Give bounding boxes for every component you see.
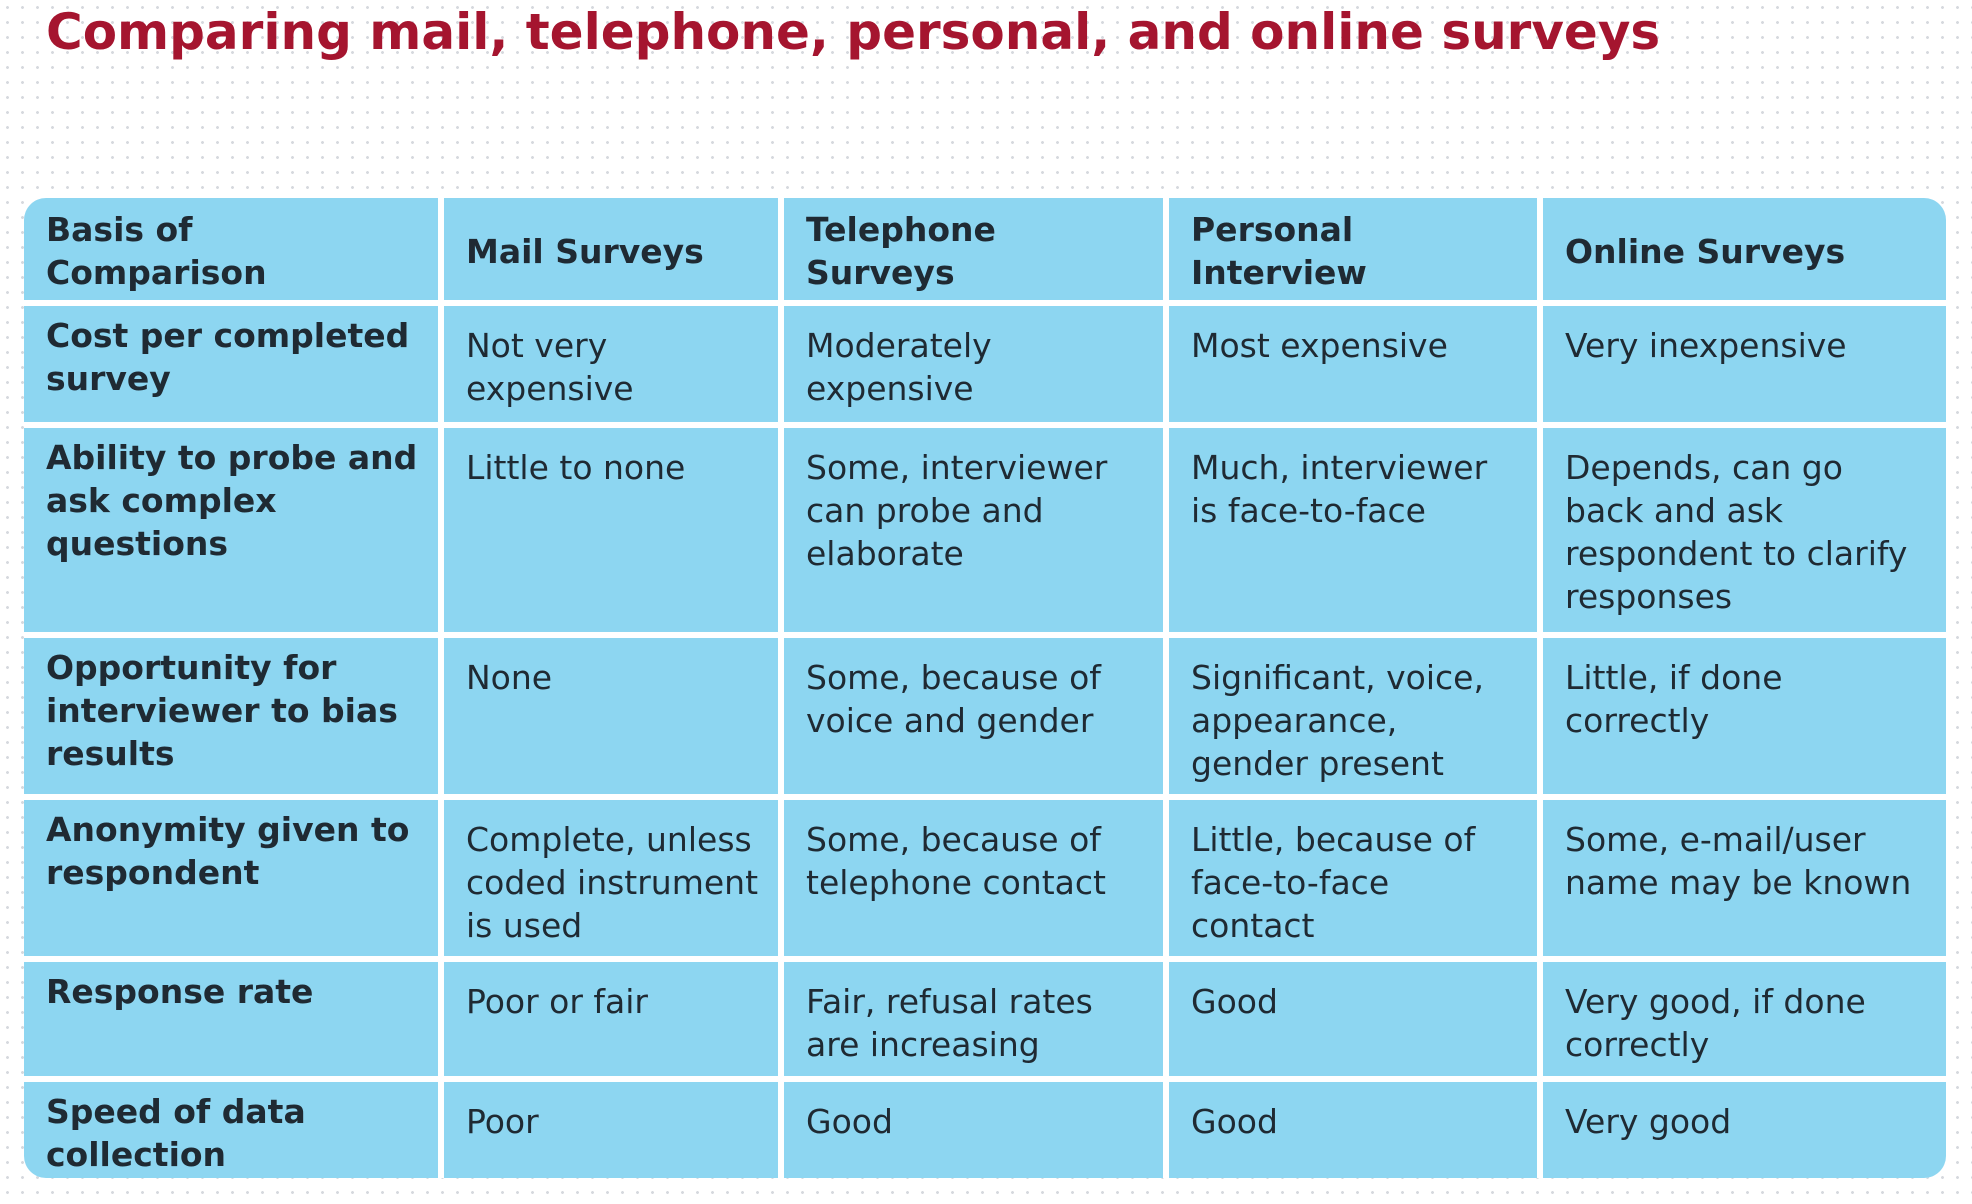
survey-comparison-table: Basis of Comparison Mail Surveys Telepho… (24, 198, 1946, 1178)
header-mail-surveys: Mail Surveys (438, 198, 784, 306)
row-label-response-rate: Response rate (24, 956, 444, 1082)
table-row-response-rate: Response rate Poor or fair Fair, refusal… (24, 956, 1946, 1082)
table-row-bias: Opportunity for interviewer to bias resu… (24, 632, 1946, 800)
row-label-bias: Opportunity for interviewer to bias resu… (24, 632, 444, 800)
cell-telephone-probe: Some, interviewer can probe and elaborat… (778, 422, 1169, 638)
cell-online-speed: Very good (1537, 1076, 1946, 1178)
comparison-table-container: Basis of Comparison Mail Surveys Telepho… (24, 198, 1946, 1178)
cell-personal-probe: Much, interviewer is face-to-face (1163, 422, 1543, 638)
row-label-cost: Cost per completed survey (24, 300, 444, 428)
cell-personal-anonymity: Little, because of face-to-face contact (1163, 794, 1543, 962)
cell-online-cost: Very inexpensive (1537, 300, 1946, 428)
table-header-row: Basis of Comparison Mail Surveys Telepho… (24, 198, 1946, 306)
cell-personal-speed: Good (1163, 1076, 1543, 1178)
header-online-surveys: Online Surveys (1537, 198, 1946, 306)
cell-mail-anonymity: Complete, unless coded instrument is use… (438, 794, 784, 962)
slide-title: Comparing mail, telephone, personal, and… (46, 3, 1661, 61)
table-row-probe: Ability to probe and ask complex questio… (24, 422, 1946, 638)
cell-mail-speed: Poor (438, 1076, 784, 1178)
cell-mail-bias: None (438, 632, 784, 800)
cell-telephone-response-rate: Fair, refusal rates are increasing (778, 956, 1169, 1082)
header-personal-interview: Personal Interview (1163, 198, 1543, 306)
cell-online-anonymity: Some, e-mail/user name may be known (1537, 794, 1946, 962)
cell-online-response-rate: Very good, if done correctly (1537, 956, 1946, 1082)
row-label-probe: Ability to probe and ask complex questio… (24, 422, 444, 638)
cell-mail-response-rate: Poor or fair (438, 956, 784, 1082)
row-label-anonymity: Anonymity given to respondent (24, 794, 444, 962)
table-row-anonymity: Anonymity given to respondent Complete, … (24, 794, 1946, 962)
cell-personal-bias: Significant, voice, appearance, gender p… (1163, 632, 1543, 800)
table-row-cost: Cost per completed survey Not very expen… (24, 300, 1946, 428)
header-basis-of-comparison: Basis of Comparison (24, 198, 444, 306)
cell-mail-probe: Little to none (438, 422, 784, 638)
cell-mail-cost: Not very expensive (438, 300, 784, 428)
cell-online-bias: Little, if done correctly (1537, 632, 1946, 800)
header-telephone-surveys: Telephone Surveys (778, 198, 1169, 306)
cell-telephone-bias: Some, because of voice and gender (778, 632, 1169, 800)
cell-online-probe: Depends, can go back and ask respondent … (1537, 422, 1946, 638)
row-label-speed: Speed of data collection (24, 1076, 444, 1178)
cell-telephone-speed: Good (778, 1076, 1169, 1178)
table-row-speed: Speed of data collection Poor Good Good … (24, 1076, 1946, 1178)
cell-personal-response-rate: Good (1163, 956, 1543, 1082)
cell-personal-cost: Most expensive (1163, 300, 1543, 428)
cell-telephone-cost: Moderately expensive (778, 300, 1169, 428)
cell-telephone-anonymity: Some, because of telephone contact (778, 794, 1169, 962)
